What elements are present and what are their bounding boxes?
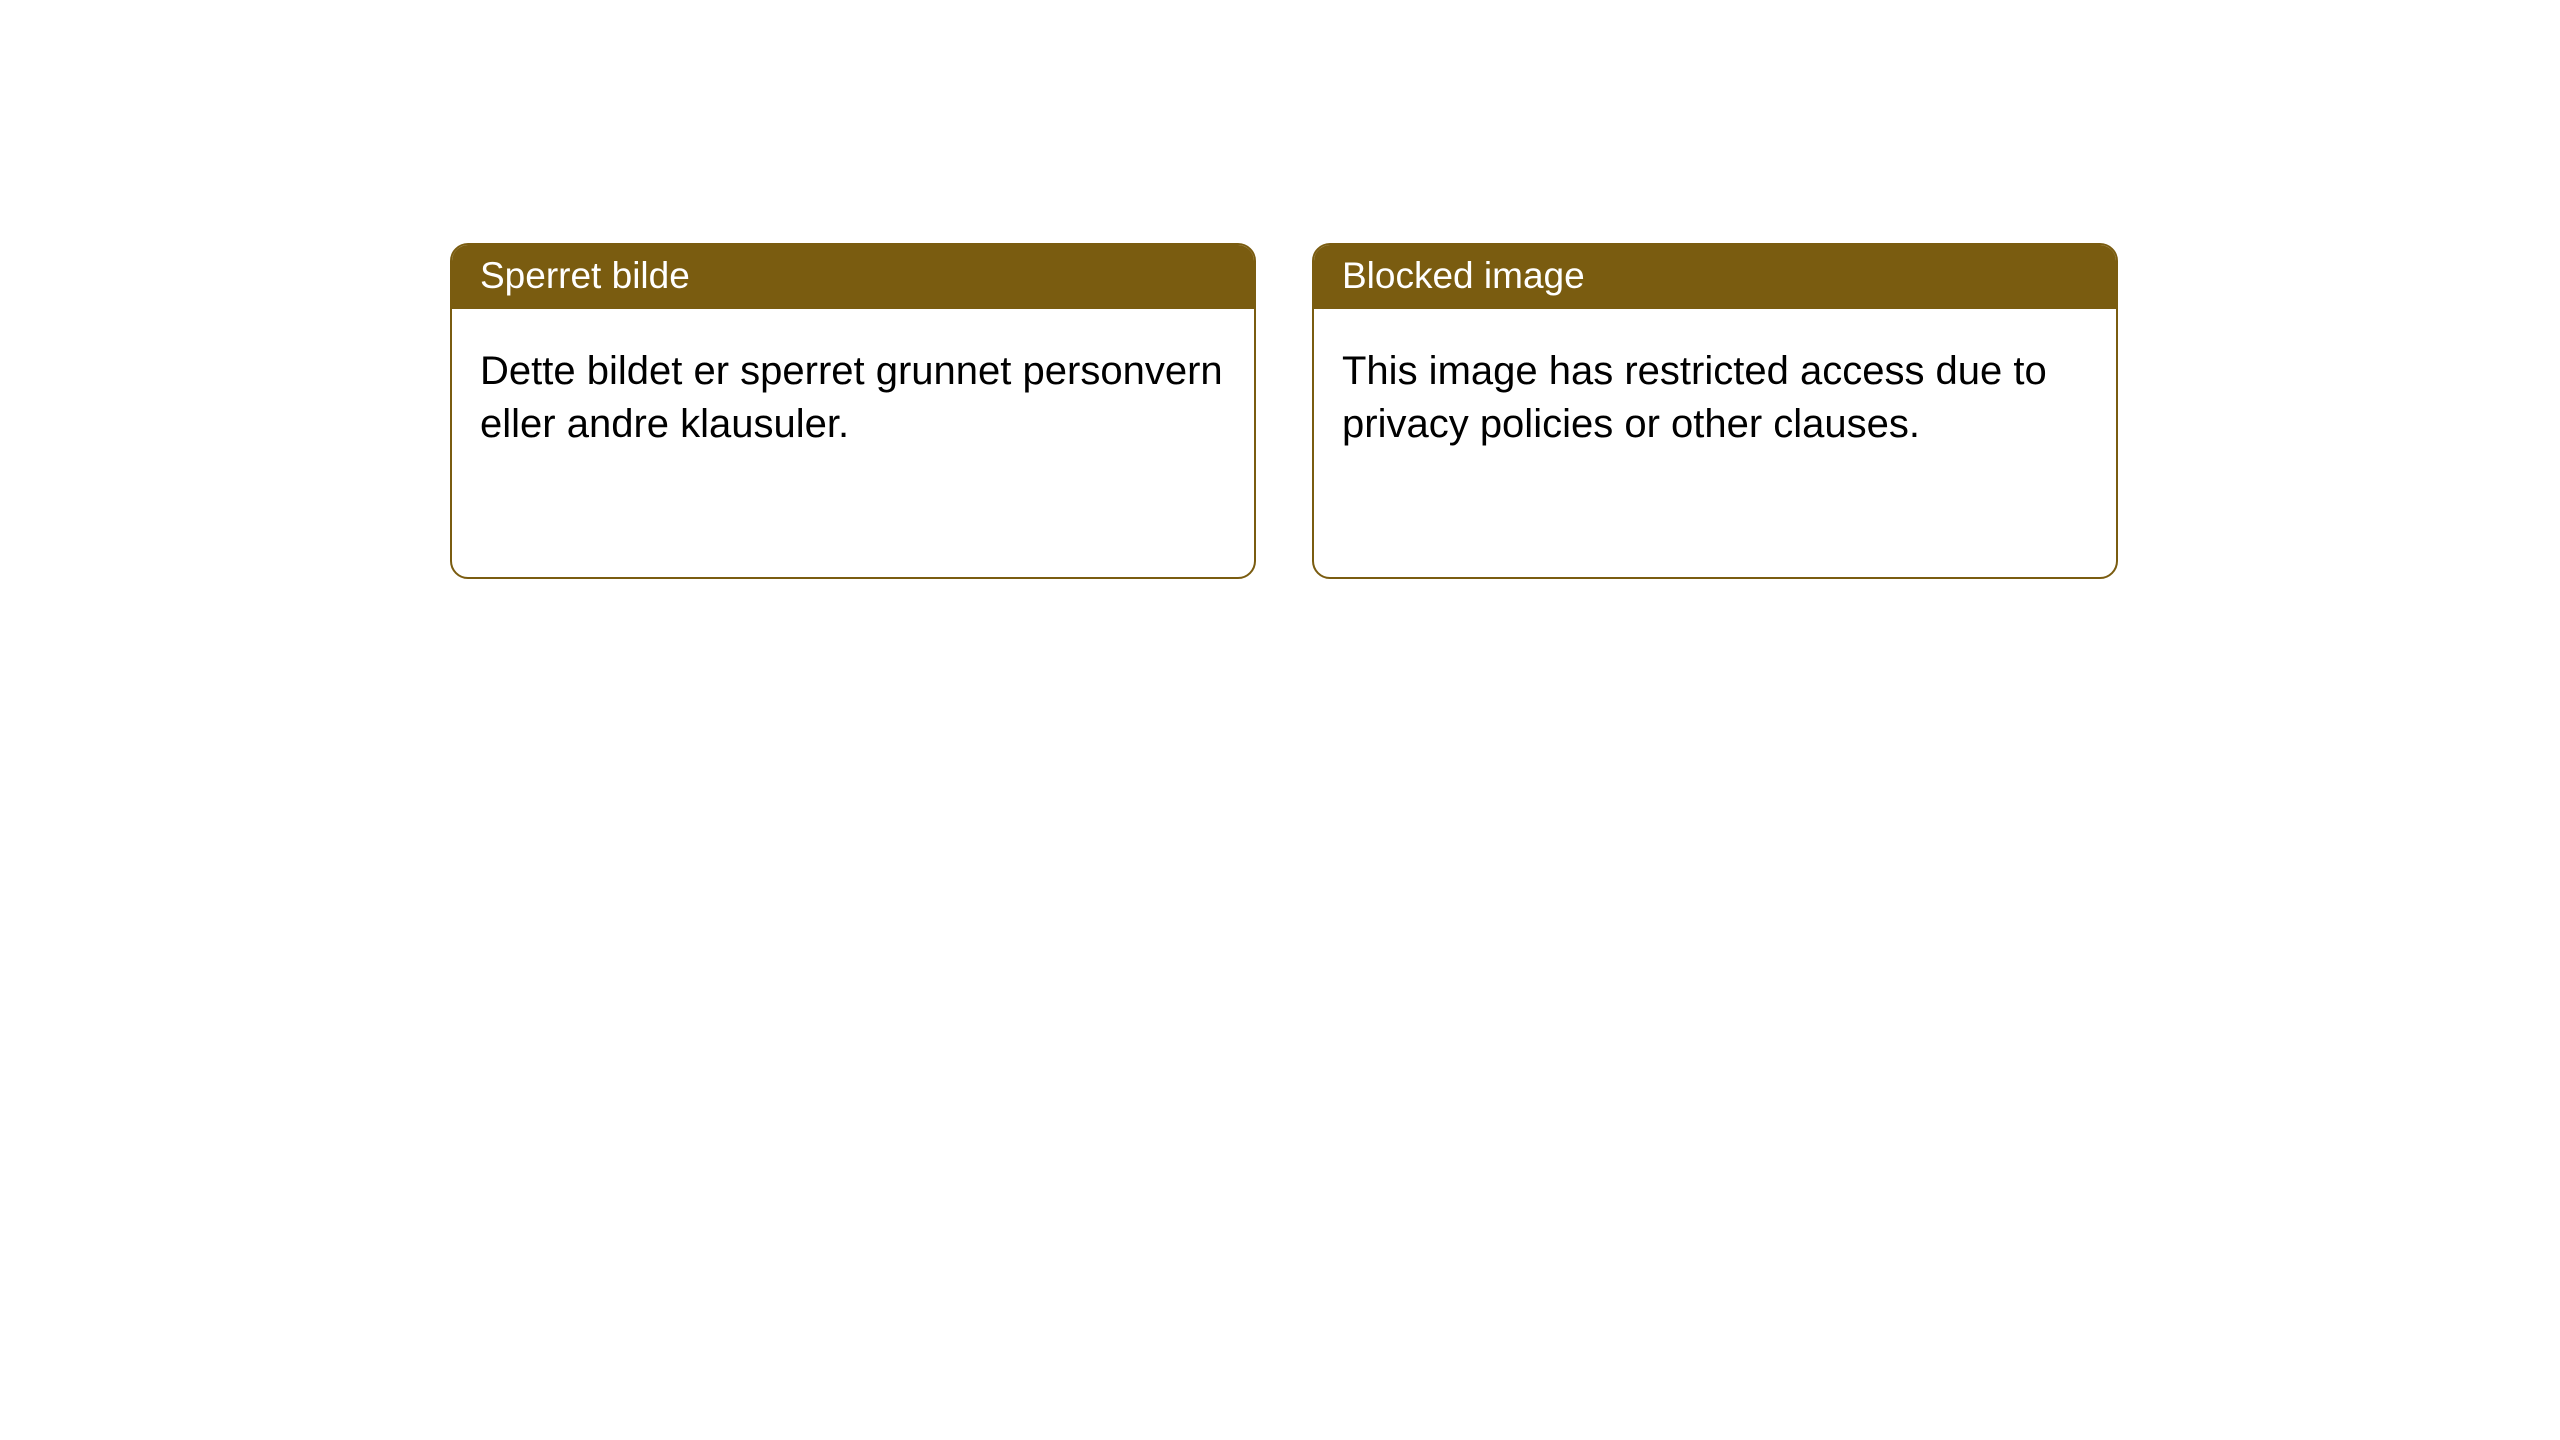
info-cards-container: Sperret bilde Dette bildet er sperret gr… [0, 243, 2560, 579]
info-card-english: Blocked image This image has restricted … [1312, 243, 2118, 579]
card-body-norwegian: Dette bildet er sperret grunnet personve… [452, 309, 1254, 479]
card-header-english: Blocked image [1314, 245, 2116, 309]
card-header-norwegian: Sperret bilde [452, 245, 1254, 309]
card-body-english: This image has restricted access due to … [1314, 309, 2116, 479]
info-card-norwegian: Sperret bilde Dette bildet er sperret gr… [450, 243, 1256, 579]
